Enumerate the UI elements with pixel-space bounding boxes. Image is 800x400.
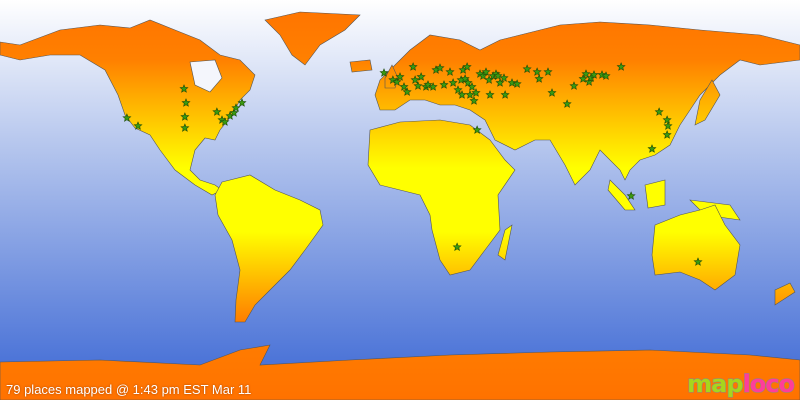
place-marker-star-icon[interactable] <box>133 121 143 130</box>
place-marker-star-icon[interactable] <box>463 78 473 87</box>
place-marker-star-icon[interactable] <box>435 63 445 72</box>
place-marker-star-icon[interactable] <box>543 67 553 76</box>
place-marker-star-icon[interactable] <box>589 70 599 79</box>
place-marker-star-icon[interactable] <box>231 103 241 112</box>
place-marker-star-icon[interactable] <box>562 99 572 108</box>
place-marker-star-icon[interactable] <box>445 67 455 76</box>
place-marker-star-icon[interactable] <box>469 96 479 105</box>
place-marker-star-icon[interactable] <box>500 90 510 99</box>
place-marker-star-icon[interactable] <box>485 90 495 99</box>
sumatra <box>607 179 636 211</box>
place-markers <box>122 62 703 266</box>
place-marker-star-icon[interactable] <box>647 144 657 153</box>
eurasia <box>374 21 800 186</box>
maploco-logo[interactable]: maploco <box>687 370 796 399</box>
place-marker-star-icon[interactable] <box>493 71 503 80</box>
place-marker-star-icon[interactable] <box>229 108 239 117</box>
place-marker-star-icon[interactable] <box>439 80 449 89</box>
place-marker-star-icon[interactable] <box>179 84 189 93</box>
iceland <box>349 59 373 73</box>
place-marker-star-icon[interactable] <box>180 123 190 132</box>
place-marker-star-icon[interactable] <box>453 85 463 94</box>
antarctica <box>0 344 800 400</box>
place-marker-star-icon[interactable] <box>532 67 542 76</box>
place-marker-star-icon[interactable] <box>465 90 475 99</box>
place-marker-star-icon[interactable] <box>481 67 491 76</box>
place-marker-star-icon[interactable] <box>495 78 505 87</box>
place-marker-star-icon[interactable] <box>467 82 477 91</box>
greenland <box>264 11 361 66</box>
place-marker-star-icon[interactable] <box>547 88 557 97</box>
place-marker-star-icon[interactable] <box>410 75 420 84</box>
hudson-bay <box>189 59 223 93</box>
south-america <box>214 174 324 323</box>
place-marker-star-icon[interactable] <box>460 74 470 83</box>
place-marker-star-icon[interactable] <box>578 74 588 83</box>
place-marker-star-icon[interactable] <box>413 81 423 90</box>
place-marker-star-icon[interactable] <box>180 112 190 121</box>
place-marker-star-icon[interactable] <box>220 117 230 126</box>
place-marker-star-icon[interactable] <box>181 98 191 107</box>
place-marker-star-icon[interactable] <box>626 191 636 200</box>
place-marker-star-icon[interactable] <box>512 79 522 88</box>
place-marker-star-icon[interactable] <box>399 82 409 91</box>
place-marker-star-icon[interactable] <box>471 88 481 97</box>
place-marker-star-icon[interactable] <box>534 74 544 83</box>
place-marker-star-icon[interactable] <box>616 62 626 71</box>
japan <box>694 79 721 126</box>
place-marker-star-icon[interactable] <box>663 121 673 130</box>
place-marker-star-icon[interactable] <box>237 98 247 107</box>
borneo <box>644 179 666 209</box>
place-marker-star-icon[interactable] <box>212 107 222 116</box>
place-marker-star-icon[interactable] <box>478 71 488 80</box>
place-marker-star-icon[interactable] <box>448 78 458 87</box>
madagascar <box>497 224 513 261</box>
place-marker-star-icon[interactable] <box>457 90 467 99</box>
place-marker-star-icon[interactable] <box>395 72 405 81</box>
place-marker-star-icon[interactable] <box>693 257 703 266</box>
place-marker-star-icon[interactable] <box>416 72 426 81</box>
australia <box>651 204 741 291</box>
new-zealand <box>774 282 796 306</box>
place-marker-star-icon[interactable] <box>662 115 672 124</box>
place-marker-star-icon[interactable] <box>392 77 402 86</box>
place-marker-star-icon[interactable] <box>379 68 389 77</box>
places-mapped-caption: 79 places mapped @ 1:43 pm EST Mar 11 <box>6 382 252 397</box>
place-marker-star-icon[interactable] <box>428 82 438 91</box>
place-marker-star-icon[interactable] <box>402 87 412 96</box>
place-marker-star-icon[interactable] <box>507 78 517 87</box>
place-marker-star-icon[interactable] <box>601 71 611 80</box>
place-marker-star-icon[interactable] <box>499 73 509 82</box>
place-marker-star-icon[interactable] <box>408 62 418 71</box>
place-marker-star-icon[interactable] <box>654 107 664 116</box>
place-marker-star-icon[interactable] <box>662 130 672 139</box>
place-marker-star-icon[interactable] <box>122 113 132 122</box>
place-marker-star-icon[interactable] <box>522 64 532 73</box>
place-marker-star-icon[interactable] <box>569 81 579 90</box>
place-marker-star-icon[interactable] <box>462 62 472 71</box>
place-marker-star-icon[interactable] <box>581 69 591 78</box>
place-marker-star-icon[interactable] <box>452 242 462 251</box>
place-marker-star-icon[interactable] <box>472 125 482 134</box>
africa <box>367 119 516 276</box>
